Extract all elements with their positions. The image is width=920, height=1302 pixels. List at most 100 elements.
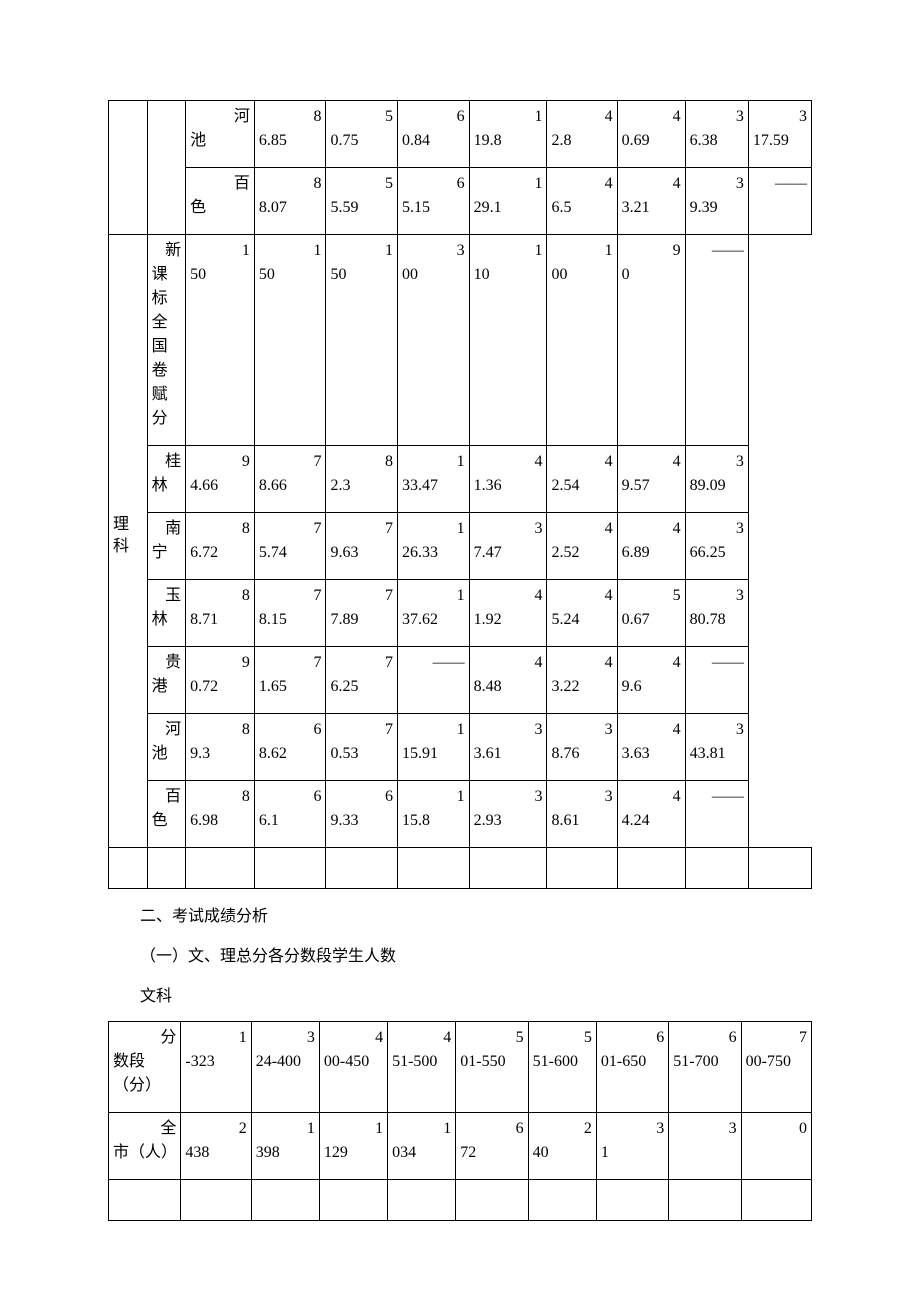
table-cell-content: —— [402,651,465,675]
table-cell-empty [254,848,326,889]
table-cell-content: 78.66 [259,450,322,498]
table-cell: 45.24 [547,580,617,647]
table-cell: 40.69 [617,101,685,168]
table-cell-content: 43.21 [622,172,681,220]
table-cell: 44.24 [617,781,685,848]
table-row: 分数段（分）1-323324-400400-450451-500501-5505… [109,1022,812,1113]
rowgroup-label: 理科 [109,235,148,848]
table-cell: 38.61 [547,781,617,848]
table-cell-empty [456,1180,528,1221]
table-cell-content: 115.8 [402,785,465,833]
table-cell-empty [147,101,186,235]
score-band-table: 分数段（分）1-323324-400400-450451-500501-5505… [108,1021,812,1221]
table-cell-empty [326,848,398,889]
table-cell: 501-550 [456,1022,528,1113]
table-cell: 88.71 [186,580,255,647]
table-cell: 55.59 [326,168,398,235]
table-cell: 50.75 [326,101,398,168]
table-cell-empty [147,848,186,889]
table-cell: 43.63 [617,714,685,781]
table-cell: 115.91 [398,714,470,781]
table-empty-row [109,848,812,889]
table-cell-content: 41.36 [474,450,543,498]
table-cell-content: 42.52 [551,517,612,565]
table-cell: 66.1 [254,781,326,848]
table-cell: 451-500 [388,1022,456,1113]
table-cell-empty [748,848,811,889]
table-cell-content: 百色 [190,172,250,220]
table-cell-content: 75.74 [259,517,322,565]
row-label-cell: 玉林 [147,580,186,647]
table-cell-empty [469,848,547,889]
table-cell-content: 300 [402,239,465,287]
row-label-cell: 南宁 [147,513,186,580]
table-cell: 32.93 [469,781,547,848]
table-cell-content: 37.47 [474,517,543,565]
table-cell-content: 86.85 [259,105,322,153]
table-cell-empty [319,1180,387,1221]
table-cell-content: 133.47 [402,450,465,498]
table-row: 河池89.368.6270.53115.9133.6138.7643.63343… [109,714,812,781]
table-cell: 317.59 [748,101,811,168]
table-cell-content: 全市（人） [113,1117,176,1165]
table-cell: 90 [617,235,685,446]
table-cell-empty [186,848,255,889]
table-row: 河池86.8550.7560.84119.842.840.6936.38317.… [109,101,812,168]
table-cell: —— [398,647,470,714]
table-cell: 86.72 [186,513,255,580]
table-cell-content: 90.72 [190,651,250,699]
section-heading-2: 二、考试成绩分析 [108,905,812,929]
table-cell: —— [685,781,748,848]
table-cell-content: 40.69 [622,105,681,153]
table-cell: 119.8 [469,101,547,168]
table-cell-content: 126.33 [402,517,465,565]
table-cell-content: 60.84 [402,105,465,153]
table-cell: 240 [528,1113,596,1180]
table-cell: 100 [547,235,617,446]
table-cell: 110 [469,235,547,446]
main-data-table: 河池86.8550.7560.84119.842.840.6936.38317.… [108,100,812,889]
table-cell: 115.8 [398,781,470,848]
table-cell-content: 700-750 [746,1026,807,1074]
table-cell-content: —— [690,239,744,263]
table-cell-content: 68.62 [259,718,322,766]
table-cell-content: 501-550 [460,1026,523,1074]
row-label-cell: 新课标全国卷赋分 [147,235,186,446]
table-cell-content: 48.48 [474,651,543,699]
table-cell: 86.98 [186,781,255,848]
table-cell: 42.8 [547,101,617,168]
table-cell: 49.57 [617,446,685,513]
table-cell-empty [109,1180,181,1221]
table-cell-content: 贵港 [152,651,182,699]
table-cell-content: 380.78 [690,584,744,632]
table-cell-content: 366.25 [690,517,744,565]
table-cell-content: 0 [746,1117,807,1141]
table-cell-content: 分数段（分） [113,1026,176,1098]
table-cell-content: 150 [259,239,322,287]
table-cell-content: 河池 [152,718,182,766]
table-cell-content: —— [753,172,807,196]
table-cell: 百色 [186,168,255,235]
table-cell-content: 49.6 [622,651,681,699]
table-cell-content: 南宁 [152,517,182,565]
table-cell-content: 317.59 [753,105,807,153]
table-cell-content: —— [690,785,744,809]
table-cell: 46.89 [617,513,685,580]
table-cell: 69.33 [326,781,398,848]
table-cell-content: 100 [551,239,612,287]
table-cell-content: 86.72 [190,517,250,565]
table-cell: 65.15 [398,168,470,235]
table-cell: 133.47 [398,446,470,513]
table-cell: 77.89 [326,580,398,647]
table-cell-empty [251,1180,319,1221]
row-label-cell: 百色 [147,781,186,848]
table-cell: 324-400 [251,1022,319,1113]
table-row: 百色86.9866.169.33115.832.9338.6144.24—— [109,781,812,848]
table-cell-content: 42.8 [551,105,612,153]
table-cell-content: 39.39 [690,172,744,220]
table-cell: 42.52 [547,513,617,580]
table-cell: 1129 [319,1113,387,1180]
table-cell: 366.25 [685,513,748,580]
table-cell-content: 38.61 [551,785,612,833]
table-cell-content: 45.24 [551,584,612,632]
